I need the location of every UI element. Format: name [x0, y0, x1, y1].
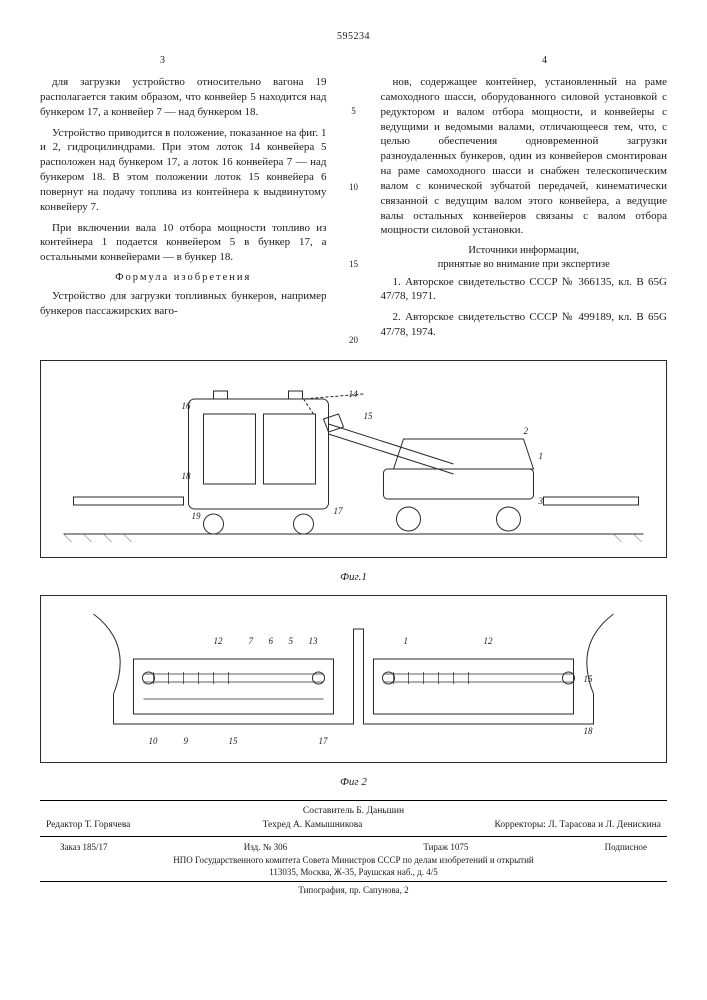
fig-label: 18 [584, 726, 594, 736]
fig-label: 10 [149, 736, 159, 746]
subscription: Подписное [605, 842, 647, 854]
page-right: 4 [542, 54, 547, 68]
fig-label: 7 [249, 636, 254, 646]
editor: Редактор Т. Горячева [46, 819, 130, 832]
correctors: Корректоры: Л. Тарасова и Л. Денискина [495, 819, 661, 832]
figure-1-caption: Фиг.1 [40, 570, 667, 585]
fig-label: 18 [182, 471, 192, 481]
para: Устройство приводится в положение, показ… [40, 126, 327, 215]
figure-2-svg: 10 9 15 12 7 6 5 13 17 1 12 15 18 [53, 604, 654, 754]
typography: Типография, пр. Сапунова, 2 [40, 885, 667, 897]
fig-label: 5 [289, 636, 294, 646]
fig-label: 14 [349, 389, 359, 399]
para: нов, содержащее контейнер, установленный… [381, 75, 668, 238]
page-left: 3 [160, 54, 165, 68]
compiler: Составитель Б. Даньшин [40, 805, 667, 818]
fig-label: 15 [364, 411, 374, 421]
fig-label: 15 [584, 674, 594, 684]
line-num: 5 [347, 105, 361, 117]
order-num: Заказ 185/17 [60, 842, 108, 854]
para: При включении вала 10 отбора мощности то… [40, 221, 327, 266]
fig-label: 19 [192, 511, 202, 521]
credits-block: Составитель Б. Даньшин Редактор Т. Горяч… [40, 800, 667, 838]
figure-1: 16 18 19 14 15 17 2 1 3 [40, 360, 667, 558]
source-item: 1. Авторское свидетельство СССР № 366135… [381, 275, 668, 305]
page-numbers: 3 4 [40, 54, 667, 68]
sources-heading: Источники информации, принятые во вниман… [381, 244, 668, 272]
left-column: для загрузки устройство относительно ваг… [40, 75, 327, 346]
line-num: 10 [347, 181, 361, 193]
fig-label: 6 [269, 636, 274, 646]
fig-label: 12 [484, 636, 494, 646]
line-number-gutter: 5 10 15 20 [347, 75, 361, 346]
figure-2-caption: Фиг 2 [40, 775, 667, 790]
source-item: 2. Авторское свидетельство СССР № 499189… [381, 310, 668, 340]
line-num: 15 [347, 258, 361, 270]
fig-label: 15 [229, 736, 239, 746]
figure-2: 10 9 15 12 7 6 5 13 17 1 12 15 18 [40, 595, 667, 763]
print-run: Тираж 1075 [423, 842, 468, 854]
fig-label: 1 [404, 636, 409, 646]
fig-label: 13 [309, 636, 319, 646]
fig-label: 1 [539, 451, 544, 461]
tech-editor: Техред А. Камышникова [263, 819, 363, 832]
right-column: нов, содержащее контейнер, установленный… [381, 75, 668, 346]
fig-label: 3 [538, 496, 544, 506]
organization: НПО Государственного комитета Совета Мин… [40, 855, 667, 867]
line-num: 20 [347, 334, 361, 346]
fig-label: 9 [184, 736, 189, 746]
text-columns: для загрузки устройство относительно ваг… [40, 75, 667, 346]
para: для загрузки устройство относительно ваг… [40, 75, 327, 120]
para: Устройство для загрузки топливных бункер… [40, 289, 327, 319]
figure-1-svg: 16 18 19 14 15 17 2 1 3 [53, 369, 654, 549]
fig-label: 2 [524, 426, 529, 436]
fig-label: 12 [214, 636, 224, 646]
imprint-block: Заказ 185/17 Изд. № 306 Тираж 1075 Подпи… [40, 841, 667, 897]
edition-num: Изд. № 306 [244, 842, 287, 854]
address: 113035, Москва, Ж-35, Раушская наб., д. … [40, 867, 667, 879]
fig-label: 16 [182, 401, 192, 411]
fig-label: 17 [319, 736, 329, 746]
formula-heading: Формула изобретения [40, 271, 327, 285]
figures-block: 16 18 19 14 15 17 2 1 3 Фиг.1 [40, 360, 667, 790]
fig-label: 17 [334, 506, 344, 516]
patent-number: 595234 [40, 30, 667, 44]
